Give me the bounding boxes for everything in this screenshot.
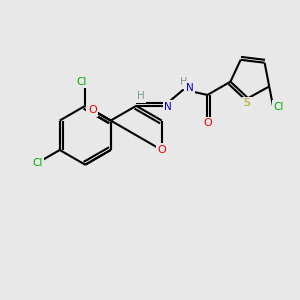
Text: O: O <box>203 118 212 128</box>
Text: H: H <box>180 77 187 87</box>
Text: N: N <box>164 102 172 112</box>
Text: Cl: Cl <box>76 77 87 87</box>
Text: Cl: Cl <box>32 158 42 168</box>
Text: O: O <box>88 105 97 115</box>
Text: O: O <box>157 145 166 155</box>
Text: H: H <box>137 92 145 101</box>
Text: Cl: Cl <box>274 102 284 112</box>
Text: N: N <box>186 83 194 93</box>
Text: S: S <box>243 98 250 109</box>
